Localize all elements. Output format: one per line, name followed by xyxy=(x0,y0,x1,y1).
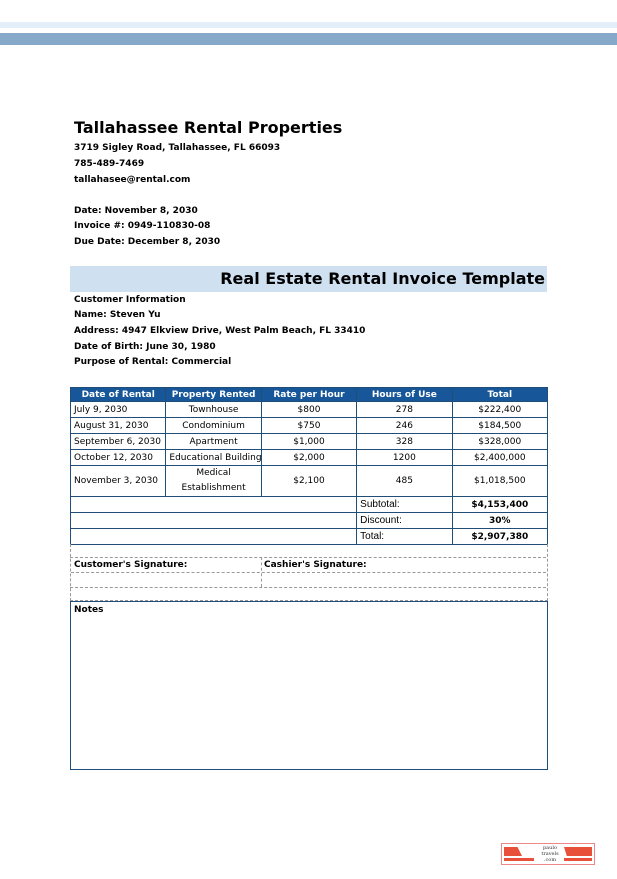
col-header: Rate per Hour xyxy=(260,387,358,402)
cell: $2,400,000 xyxy=(451,449,549,466)
cell: September 6, 2030 xyxy=(69,433,167,450)
title-bar: Real Estate Rental Invoice Template xyxy=(70,266,547,292)
cell: Condominium xyxy=(165,417,262,434)
cell: $1,000 xyxy=(260,433,358,450)
company-email: tallahasee@rental.com xyxy=(74,175,191,185)
cell: $2,100 xyxy=(260,465,358,497)
cell: $800 xyxy=(260,401,358,418)
customer-heading: Customer Information xyxy=(74,295,186,305)
total-label: Total: xyxy=(356,528,453,545)
cell: Medical Establishment xyxy=(165,465,262,497)
table-header: Date of Rental Property Rented Rate per … xyxy=(69,387,549,402)
col-header: Total xyxy=(451,387,549,402)
cell: Educational Building xyxy=(165,449,262,466)
cell: November 3, 2030 xyxy=(69,465,167,497)
signature-rows xyxy=(70,557,546,588)
total-row: Total: $2,907,380 xyxy=(69,528,549,545)
company-address: 3719 Sigley Road, Tallahassee, FL 66093 xyxy=(74,143,281,153)
cell: July 9, 2030 xyxy=(69,401,167,418)
empty-cell xyxy=(69,496,358,513)
customer-name: Name: Steven Yu xyxy=(74,310,161,320)
cell: 328 xyxy=(356,433,453,450)
table-row: July 9, 2030 Townhouse $800 278 $222,400 xyxy=(69,401,549,418)
table-row: October 12, 2030 Educational Building $2,0… xyxy=(69,449,549,466)
cell: 485 xyxy=(356,465,453,497)
discount-value: 30% xyxy=(451,512,549,529)
company-phone: 785-489-7469 xyxy=(74,159,145,169)
cashier-signature-label: Cashier's Signature: xyxy=(264,560,367,570)
customer-address: Address: 4947 Elkview Drive, West Palm B… xyxy=(74,326,366,336)
discount-row: Discount: 30% xyxy=(69,512,549,529)
company-name: Tallahassee Rental Properties xyxy=(74,118,343,137)
discount-label: Discount: xyxy=(356,512,453,529)
signature-line xyxy=(71,572,546,573)
cell: $1,018,500 xyxy=(451,465,549,497)
cell: Apartment xyxy=(165,433,262,450)
paulo-travels-logo: paulo travels .com xyxy=(501,843,595,865)
subtotal-value: $4,153,400 xyxy=(451,496,549,513)
col-header: Date of Rental xyxy=(69,387,167,402)
invoice-date: Date: November 8, 2030 xyxy=(74,206,198,216)
subtotal-label: Subtotal: xyxy=(356,496,453,513)
table-row: September 6, 2030 Apartment $1,000 328 $328,… xyxy=(69,433,549,450)
cell: 278 xyxy=(356,401,453,418)
customer-dob: Date of Birth: June 30, 1980 xyxy=(74,342,216,352)
cell: 1200 xyxy=(356,449,453,466)
invoice-number: Invoice #: 0949-110830-08 xyxy=(74,221,211,231)
cell: $750 xyxy=(260,417,358,434)
col-header: Property Rented xyxy=(165,387,262,402)
top-band-light xyxy=(0,22,617,28)
notes-label: Notes xyxy=(74,605,104,615)
rental-table: Date of Rental Property Rented Rate per … xyxy=(69,387,549,545)
top-band xyxy=(0,33,617,45)
table-row: August 31, 2030 Condominium $750 246 $184,50… xyxy=(69,417,549,434)
cell: $222,400 xyxy=(451,401,549,418)
table-row: November 3, 2030 Medical Establishment $2,… xyxy=(69,465,549,497)
empty-cell xyxy=(69,528,358,545)
total-value: $2,907,380 xyxy=(451,528,549,545)
invoice-title: Real Estate Rental Invoice Template xyxy=(220,269,545,288)
notes-box[interactable]: Notes xyxy=(70,601,548,770)
subtotal-row: Subtotal: $4,153,400 xyxy=(69,496,549,513)
col-header: Hours of Use xyxy=(356,387,453,402)
cell: October 12, 2030 xyxy=(69,449,167,466)
due-date: Due Date: December 8, 2030 xyxy=(74,237,221,247)
cell: $184,500 xyxy=(451,417,549,434)
rental-purpose: Purpose of Rental: Commercial xyxy=(74,357,232,367)
empty-cell xyxy=(69,512,358,529)
cell: August 31, 2030 xyxy=(69,417,167,434)
cell: Townhouse xyxy=(165,401,262,418)
cell: 246 xyxy=(356,417,453,434)
signature-area xyxy=(70,544,548,601)
customer-signature-label: Customer's Signature: xyxy=(74,560,188,570)
cell: $2,000 xyxy=(260,449,358,466)
cell: $328,000 xyxy=(451,433,549,450)
